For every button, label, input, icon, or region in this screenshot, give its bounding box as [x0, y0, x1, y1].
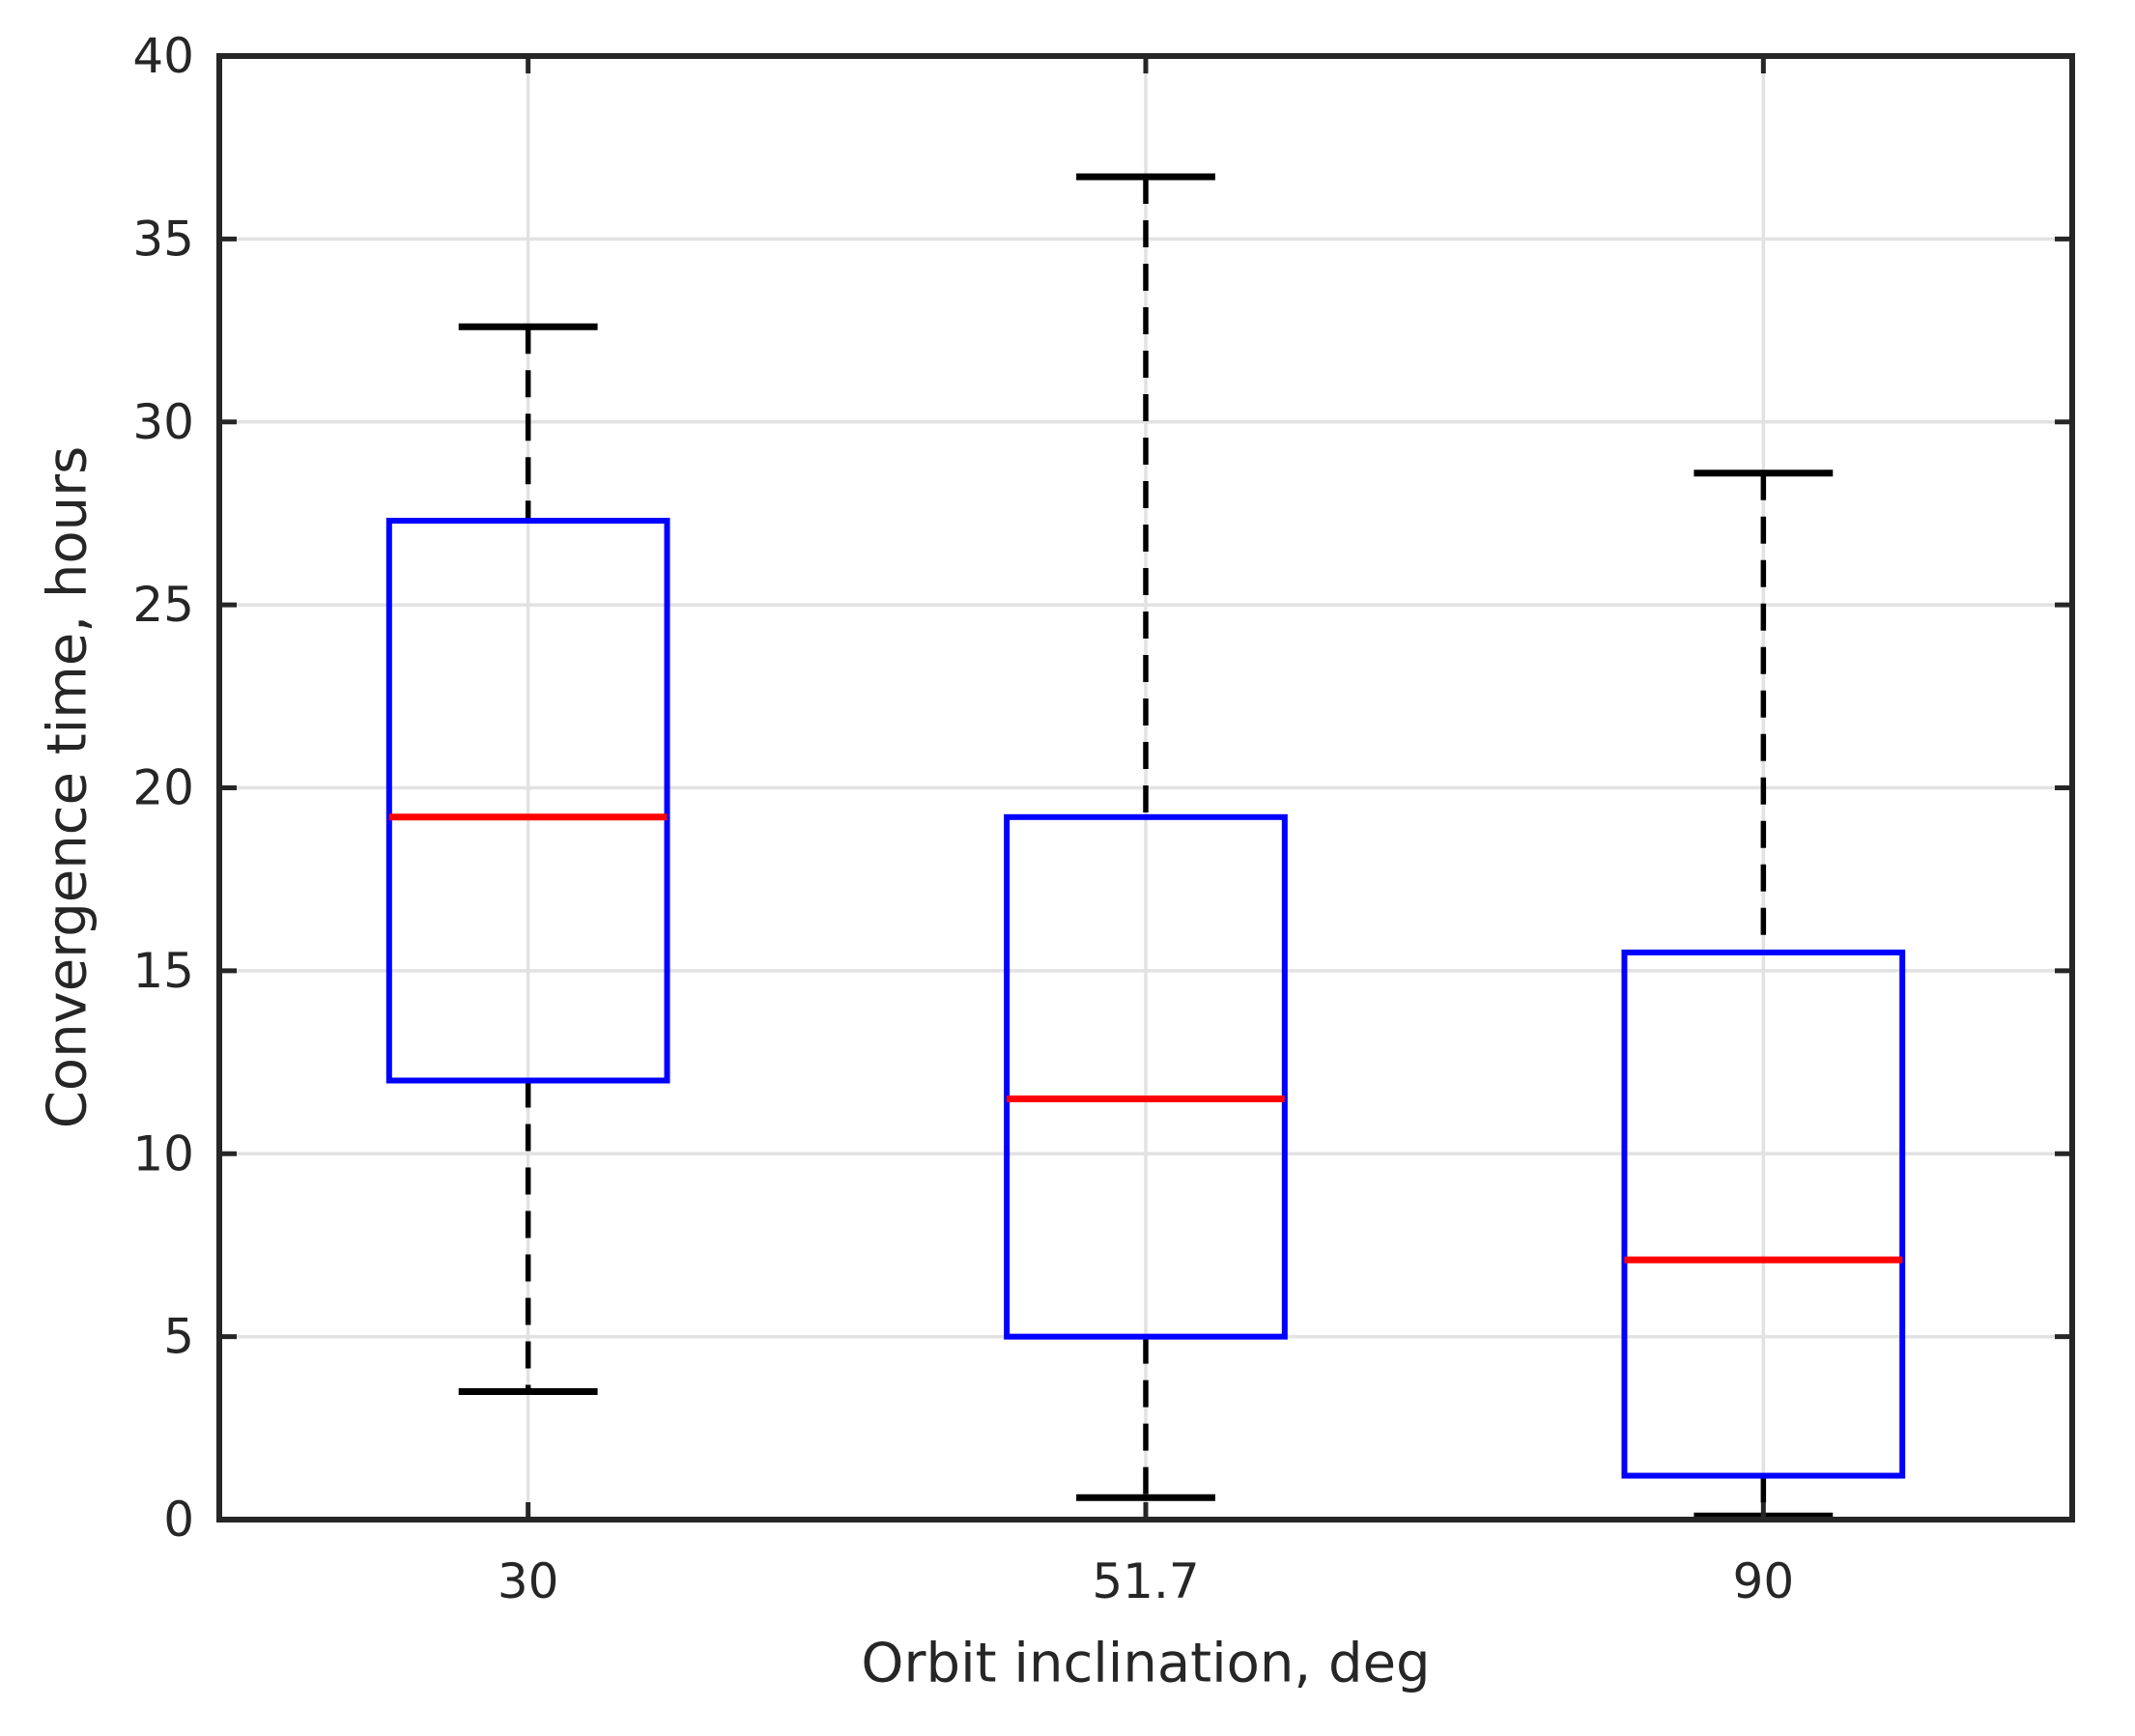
y-tick-label-30: 30: [132, 394, 194, 450]
y-tick-label-35: 35: [132, 211, 194, 267]
iqr-box: [1004, 813, 1288, 1340]
y-axis-label: Convergence time, hours: [37, 446, 100, 1129]
y-tick-label-10: 10: [132, 1125, 194, 1181]
y-tick-label-25: 25: [132, 577, 194, 633]
y-tick-label-15: 15: [132, 943, 194, 999]
iqr-box: [385, 518, 670, 1084]
y-tick-label-20: 20: [132, 760, 194, 816]
y-tick-label-0: 0: [163, 1492, 194, 1548]
boxplot-group-90: [1621, 470, 1906, 1520]
x-tick-label-90: 90: [1733, 1553, 1795, 1609]
x-axis-label: Orbit inclination, deg: [861, 1633, 1430, 1695]
y-tick-label-40: 40: [132, 28, 194, 84]
boxes: [385, 173, 1906, 1520]
boxplot-group-30: [385, 323, 670, 1395]
y-tick-label-5: 5: [163, 1309, 194, 1365]
iqr-box: [1621, 949, 1906, 1479]
x-tick-label-30: 30: [498, 1553, 559, 1609]
x-tick-label-51.7: 51.7: [1092, 1553, 1199, 1609]
axis-ticks: [219, 53, 2072, 1523]
boxplot-group-51.7: [1004, 173, 1288, 1501]
tick-labels: 0 5 10 15 20 25 30 35 40 30 51.7 90: [132, 28, 1794, 1609]
